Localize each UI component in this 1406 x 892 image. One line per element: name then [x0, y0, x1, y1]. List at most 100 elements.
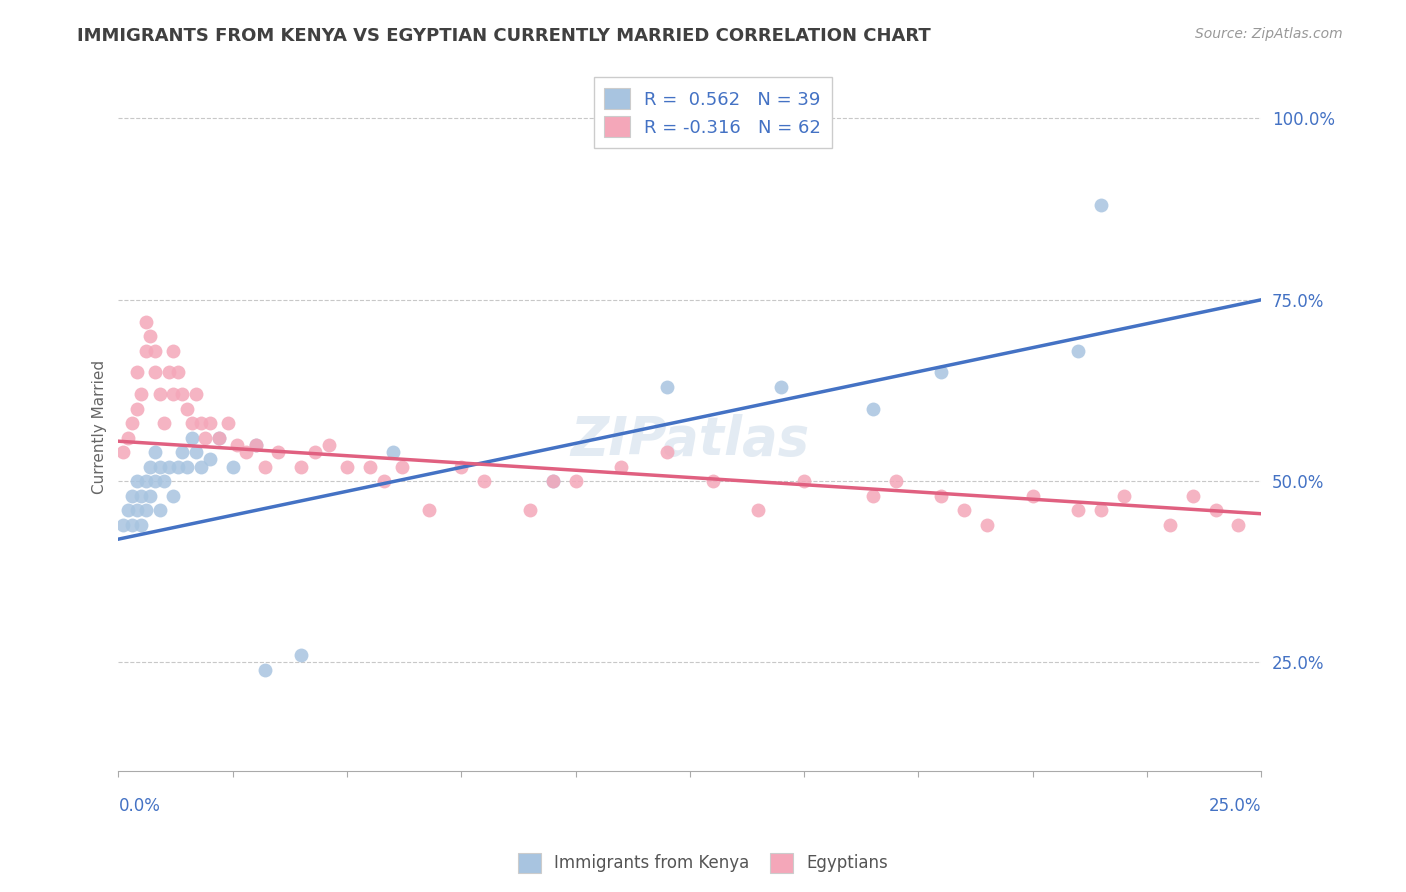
Point: [180, 416, 202, 430]
Point: [391, 459, 413, 474]
Point: [1227, 517, 1250, 532]
Point: [172, 387, 194, 401]
Point: [976, 517, 998, 532]
Point: [472, 474, 495, 488]
Point: [129, 517, 152, 532]
Point: [172, 445, 194, 459]
Point: [1159, 517, 1181, 532]
Point: [194, 431, 217, 445]
Point: [143, 365, 166, 379]
Point: [135, 343, 157, 358]
Point: [198, 416, 221, 430]
Point: [139, 459, 162, 474]
Point: [655, 380, 678, 394]
Text: 25.0%: 25.0%: [1209, 797, 1261, 814]
Point: [143, 474, 166, 488]
Point: [111, 445, 134, 459]
Point: [121, 416, 143, 430]
Point: [336, 459, 359, 474]
Point: [153, 474, 176, 488]
Point: [217, 416, 239, 430]
Point: [245, 438, 267, 452]
Point: [1022, 489, 1045, 503]
Point: [135, 474, 157, 488]
Point: [564, 474, 586, 488]
Point: [176, 401, 198, 416]
Point: [186, 387, 208, 401]
Point: [610, 459, 633, 474]
Point: [793, 474, 815, 488]
Point: [129, 489, 152, 503]
Legend: Immigrants from Kenya, Egyptians: Immigrants from Kenya, Egyptians: [512, 847, 894, 880]
Point: [208, 431, 231, 445]
Point: [149, 459, 172, 474]
Point: [125, 401, 148, 416]
Text: 0.0%: 0.0%: [118, 797, 160, 814]
Point: [153, 416, 176, 430]
Text: ZIPatlas: ZIPatlas: [571, 415, 810, 467]
Point: [176, 459, 198, 474]
Point: [1114, 489, 1136, 503]
Point: [135, 503, 157, 517]
Point: [121, 517, 143, 532]
Point: [167, 459, 190, 474]
Point: [135, 314, 157, 328]
Point: [1205, 503, 1227, 517]
Text: Source: ZipAtlas.com: Source: ZipAtlas.com: [1195, 27, 1343, 41]
Point: [111, 517, 134, 532]
Point: [129, 387, 152, 401]
Point: [208, 431, 231, 445]
Point: [862, 401, 884, 416]
Point: [167, 365, 190, 379]
Point: [1067, 343, 1090, 358]
Point: [1090, 503, 1112, 517]
Point: [702, 474, 724, 488]
Point: [117, 431, 139, 445]
Point: [290, 648, 312, 663]
Point: [143, 343, 166, 358]
Point: [149, 503, 172, 517]
Point: [931, 365, 953, 379]
Point: [121, 489, 143, 503]
Point: [149, 387, 172, 401]
Point: [245, 438, 267, 452]
Point: [318, 438, 340, 452]
Point: [541, 474, 564, 488]
Y-axis label: Currently Married: Currently Married: [93, 359, 107, 494]
Point: [162, 489, 184, 503]
Point: [953, 503, 976, 517]
Point: [226, 438, 249, 452]
Point: [770, 380, 793, 394]
Point: [253, 459, 276, 474]
Point: [253, 663, 276, 677]
Point: [125, 365, 148, 379]
Point: [139, 489, 162, 503]
Point: [655, 445, 678, 459]
Legend: R =  0.562   N = 39, R = -0.316   N = 62: R = 0.562 N = 39, R = -0.316 N = 62: [593, 78, 832, 148]
Point: [541, 474, 564, 488]
Point: [157, 365, 180, 379]
Point: [519, 503, 541, 517]
Point: [143, 445, 166, 459]
Point: [125, 503, 148, 517]
Point: [862, 489, 884, 503]
Point: [186, 445, 208, 459]
Point: [235, 445, 257, 459]
Point: [267, 445, 290, 459]
Point: [190, 416, 212, 430]
Point: [1181, 489, 1204, 503]
Text: IMMIGRANTS FROM KENYA VS EGYPTIAN CURRENTLY MARRIED CORRELATION CHART: IMMIGRANTS FROM KENYA VS EGYPTIAN CURREN…: [77, 27, 931, 45]
Point: [117, 503, 139, 517]
Point: [125, 474, 148, 488]
Point: [1090, 198, 1112, 212]
Point: [381, 445, 404, 459]
Point: [747, 503, 769, 517]
Point: [1067, 503, 1090, 517]
Point: [222, 459, 245, 474]
Point: [198, 452, 221, 467]
Point: [139, 329, 162, 343]
Point: [157, 459, 180, 474]
Point: [162, 343, 184, 358]
Point: [304, 445, 326, 459]
Point: [931, 489, 953, 503]
